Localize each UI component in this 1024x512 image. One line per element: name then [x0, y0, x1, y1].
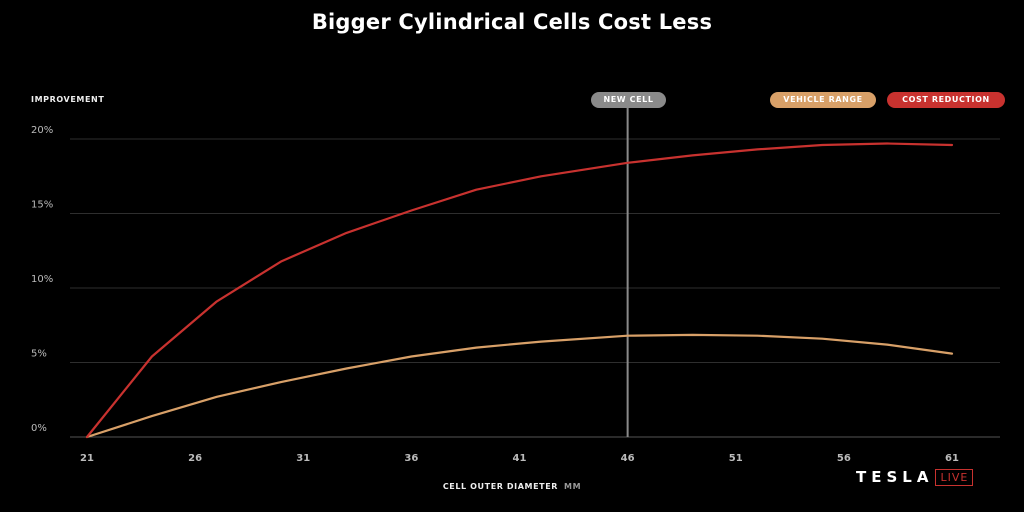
- y-tick-label: 0%: [31, 423, 47, 434]
- y-tick-label: 15%: [31, 200, 53, 211]
- chart-title: Bigger Cylindrical Cells Cost Less: [311, 10, 713, 34]
- x-tick-label: 26: [188, 453, 202, 464]
- x-axis-unit: MM: [564, 482, 582, 491]
- x-tick-label: 51: [729, 453, 743, 464]
- x-tick-label: 61: [945, 453, 959, 464]
- live-badge: LIVE: [935, 468, 974, 486]
- y-tick-label: 5%: [31, 349, 47, 360]
- y-tick-label: 20%: [31, 125, 53, 136]
- cost-reduction-line: [85, 142, 954, 439]
- legend-cost-reduction: COST REDUCTION: [887, 92, 1005, 108]
- x-tick-label: 46: [621, 453, 635, 464]
- x-tick-label: 56: [837, 453, 851, 464]
- x-tick-label: 36: [404, 453, 418, 464]
- x-tick-label: 41: [513, 453, 527, 464]
- y-tick-label: 10%: [31, 274, 53, 285]
- x-tick-label: 31: [296, 453, 310, 464]
- tesla-wordmark: TESLA: [856, 468, 934, 486]
- x-tick-label: 21: [80, 453, 94, 464]
- vehicle-range-line: [85, 333, 954, 439]
- new-cell-marker-label: NEW CELL: [591, 92, 666, 108]
- legend-vehicle-range: VEHICLE RANGE: [770, 92, 876, 108]
- x-axis-label: CELL OUTER DIAMETER MM: [0, 482, 1024, 491]
- y-axis-label: IMPROVEMENT: [31, 95, 105, 104]
- tesla-live-logo: TESLA LIVE: [856, 468, 974, 486]
- x-axis-title: CELL OUTER DIAMETER: [442, 482, 559, 491]
